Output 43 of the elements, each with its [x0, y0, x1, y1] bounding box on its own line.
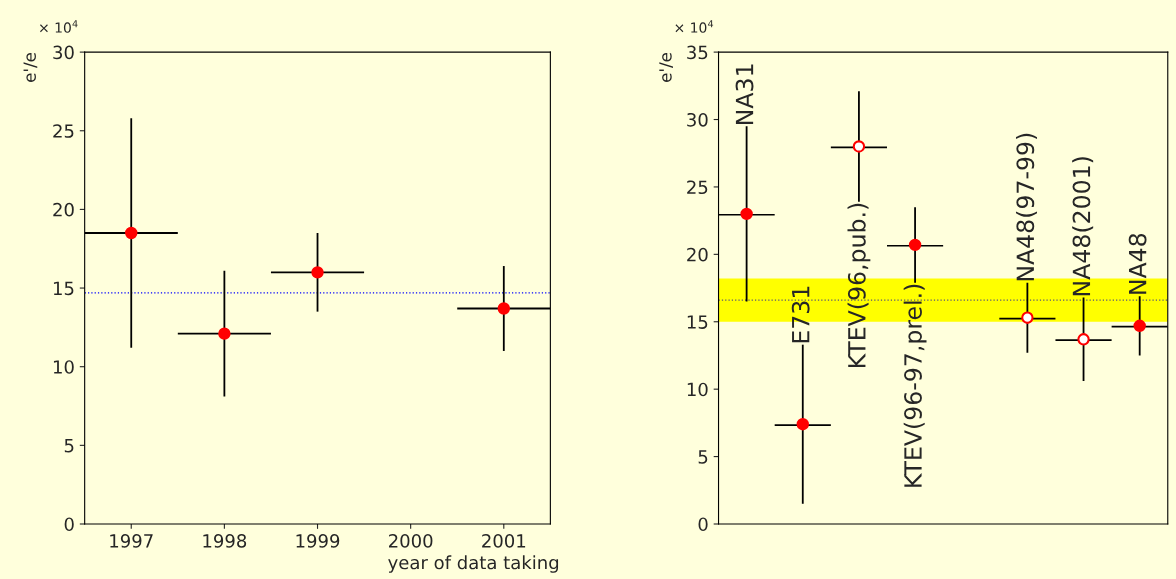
annotation: KTEV(96-97,prel.): [903, 284, 927, 487]
point: [1133, 319, 1146, 332]
point: [740, 207, 753, 221]
point: [1021, 311, 1034, 324]
x-tick-label: 1999: [296, 534, 340, 548]
x-tick-label: 1997: [110, 534, 153, 548]
annotation: E731: [791, 286, 810, 343]
annotation: NA48(97-99): [1015, 133, 1038, 281]
y-axis-title: e'/e: [659, 53, 674, 82]
annotation: NA48(2001): [1072, 157, 1094, 296]
point: [218, 327, 231, 340]
y-tick-label: 10: [53, 360, 74, 374]
y-tick-label: 30: [687, 112, 708, 127]
text: × 10$^{4}$: [40, 20, 78, 33]
y-tick-label: 15: [687, 315, 708, 329]
y-tick-label: 35: [687, 45, 708, 60]
y-tick-label: 0: [698, 517, 708, 532]
y-tick-label: 20: [53, 202, 74, 217]
point: [1077, 333, 1090, 346]
point: [311, 266, 324, 279]
x-tick-label: 1998: [203, 534, 247, 548]
y-tick-label: 15: [53, 281, 74, 296]
y-tick-label: 25: [687, 180, 708, 195]
y-tick-label: 20: [687, 247, 708, 262]
y-tick-label: 30: [53, 45, 74, 60]
annotation: KTEV(96,pub.): [847, 203, 871, 368]
point: [125, 226, 138, 240]
y-tick-label: 5: [64, 439, 74, 453]
point: [497, 302, 510, 315]
y-tick-label: 5: [698, 450, 708, 464]
y-tick-label: 0: [64, 517, 74, 532]
x-tick-label: 2001: [482, 534, 526, 548]
y-axis-title: e'/e: [23, 53, 38, 82]
point: [796, 418, 809, 431]
x-tick-label: 2000: [389, 534, 433, 548]
y-tick-label: 10: [687, 382, 708, 397]
x-axis-title: year of data taking: [388, 555, 559, 573]
annotation: NA31: [735, 64, 754, 124]
point: [908, 238, 922, 252]
text: × 10$^{4}$: [675, 20, 714, 33]
y-tick-label: 25: [53, 124, 74, 138]
point: [852, 140, 866, 153]
annotation: NA48: [1128, 233, 1147, 294]
